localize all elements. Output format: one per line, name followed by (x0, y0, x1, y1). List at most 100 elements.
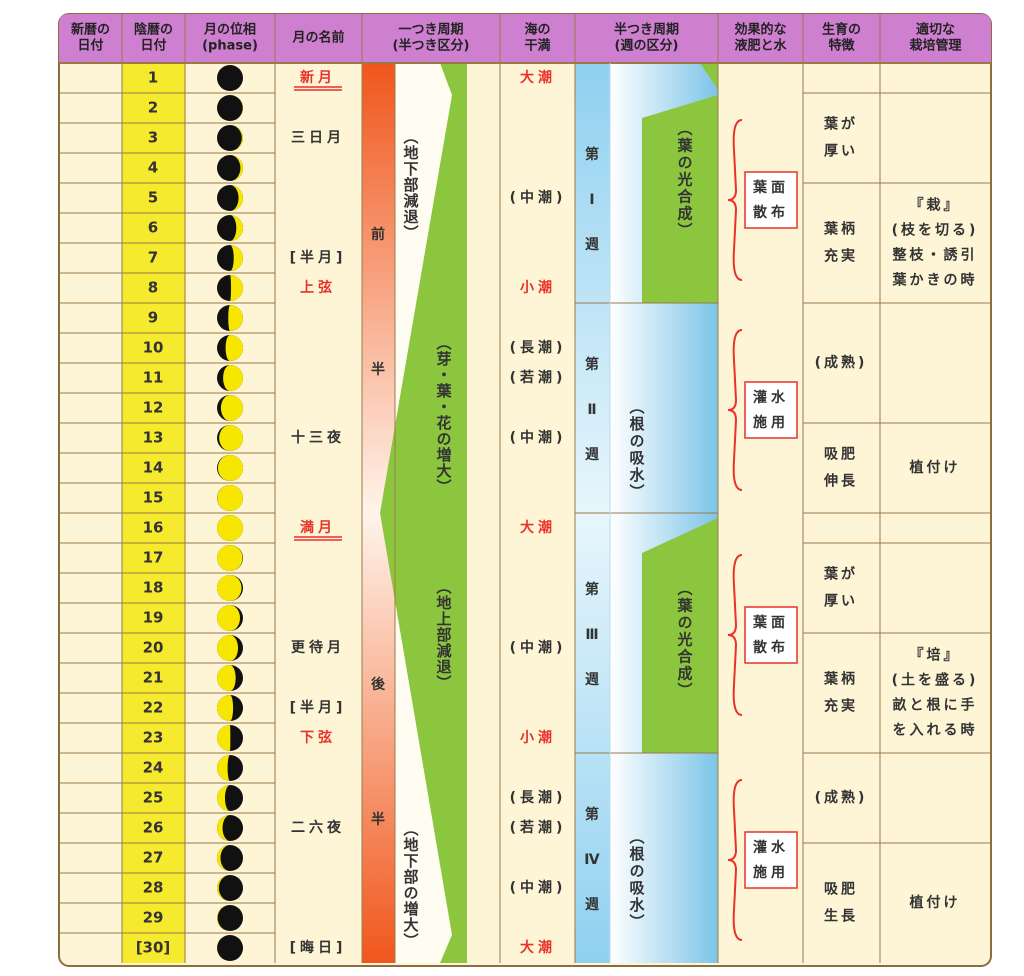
week-area (610, 303, 718, 513)
lunar-day: 25 (143, 789, 164, 807)
moon-lit (230, 245, 243, 271)
photosynthesis-area (642, 63, 718, 303)
cycle-phase: （地下部減退） (402, 129, 420, 241)
tide: 大潮 (520, 69, 556, 86)
lunar-day: 17 (143, 549, 164, 567)
management: 葉かきの時 (892, 272, 978, 289)
moon-lit (228, 305, 243, 331)
tide: 小潮 (520, 279, 556, 296)
half-label: 前 (371, 226, 385, 243)
week-label: 週 (585, 447, 599, 463)
brace (727, 779, 743, 941)
column-header: (phase) (202, 39, 258, 54)
lunar-day: 1 (148, 69, 158, 87)
moon-lit (217, 455, 243, 481)
moon-lit (230, 185, 243, 211)
column-header: 適切な (916, 22, 955, 38)
brace (727, 554, 743, 716)
moon-name: 三日月 (291, 130, 345, 146)
tide: (中潮) (510, 429, 567, 446)
lunar-day: 20 (143, 639, 164, 657)
fertilizer: 施用 (753, 414, 789, 431)
growth-feature: 厚い (824, 144, 858, 160)
lunar-day: 26 (143, 819, 164, 837)
moon-name: 満月 (300, 519, 336, 536)
management: 植付け (909, 459, 961, 476)
growth-feature: (成熟) (815, 789, 868, 806)
column-header: 干満 (524, 38, 550, 54)
growth-feature: 葉が (823, 116, 858, 133)
week-label: Ⅰ (589, 192, 594, 208)
lunar-day: 11 (143, 369, 164, 387)
lunar-day: 5 (148, 189, 158, 207)
tide: 大潮 (520, 519, 556, 536)
lunar-day: 14 (143, 459, 164, 477)
photosynthesis-area (642, 518, 718, 753)
lunar-day: 18 (143, 579, 164, 597)
management: (枝を切る) (892, 222, 979, 239)
growth-feature: 厚い (824, 594, 858, 610)
lunar-day: 13 (143, 429, 164, 447)
cycle-phase: （地上部減退） (435, 579, 453, 691)
management: (土を盛る) (892, 672, 979, 689)
lunar-day: 6 (148, 219, 158, 237)
lunar-day: 22 (143, 699, 164, 717)
lunar-day: [30] (136, 939, 171, 957)
lunar-day: 24 (143, 759, 164, 777)
half-label: 後 (371, 676, 386, 693)
half-label: 半 (371, 811, 385, 828)
header-band (59, 14, 991, 63)
fertilizer: 葉面 (752, 614, 789, 631)
management: 『栽』 (910, 197, 961, 214)
half-label: 半 (371, 361, 385, 378)
lunar-day: 16 (143, 519, 164, 537)
growth-feature: 伸長 (823, 473, 858, 490)
moon-lit (217, 845, 230, 871)
moon-name: [晦日] (290, 939, 347, 956)
lunar-day: 2 (148, 99, 158, 117)
moon-name: [半月] (290, 699, 347, 716)
column-header: 液肥と水 (734, 38, 787, 54)
lunar-day: 12 (143, 399, 164, 417)
lunar-day: 19 (143, 609, 164, 627)
column-header: 日付 (77, 38, 103, 54)
lunar-day: 21 (143, 669, 164, 687)
moon-lit (217, 545, 243, 571)
moon-dark (217, 185, 243, 211)
fertilizer: 施用 (753, 864, 789, 881)
column-header: 半つき周期 (614, 22, 679, 38)
week-process: （葉の光合成） (676, 581, 694, 700)
tide: 小潮 (520, 729, 556, 746)
fertilizer-box (744, 831, 798, 889)
moon-name: [半月] (290, 249, 347, 266)
fertilizer-box (744, 606, 798, 664)
moon-name: 二六夜 (291, 819, 345, 836)
moon-lit (217, 755, 230, 781)
lunar-day: 15 (143, 489, 164, 507)
week-area (610, 753, 718, 963)
moon-lit (217, 695, 234, 721)
column-header: 特徴 (828, 38, 855, 54)
tide: (若潮) (510, 819, 567, 836)
lunar-day: 7 (148, 249, 158, 267)
moon-lit (217, 875, 230, 901)
fertilizer: 灌水 (753, 389, 789, 406)
lunar-day: 23 (143, 729, 164, 747)
cycle-phase: （芽・葉・花の増大） (435, 335, 453, 495)
lunar-day: 28 (143, 879, 164, 897)
column-header: 新暦の (71, 22, 110, 38)
moon-lit (220, 395, 243, 421)
column-header: 効果的な (734, 22, 786, 38)
tide: (若潮) (510, 369, 567, 386)
moon-lit (219, 425, 243, 451)
moon-dark (217, 65, 243, 91)
moon-dark (217, 95, 243, 121)
fertilizer: 灌水 (753, 839, 789, 856)
week-process: （葉の光合成） (676, 121, 694, 240)
moon-lit (217, 635, 239, 661)
growth-feature: 吸肥 (824, 882, 858, 898)
week-process: （根の吸水） (628, 829, 646, 931)
moon-lit (217, 785, 230, 811)
management: を入れる時 (893, 722, 978, 739)
